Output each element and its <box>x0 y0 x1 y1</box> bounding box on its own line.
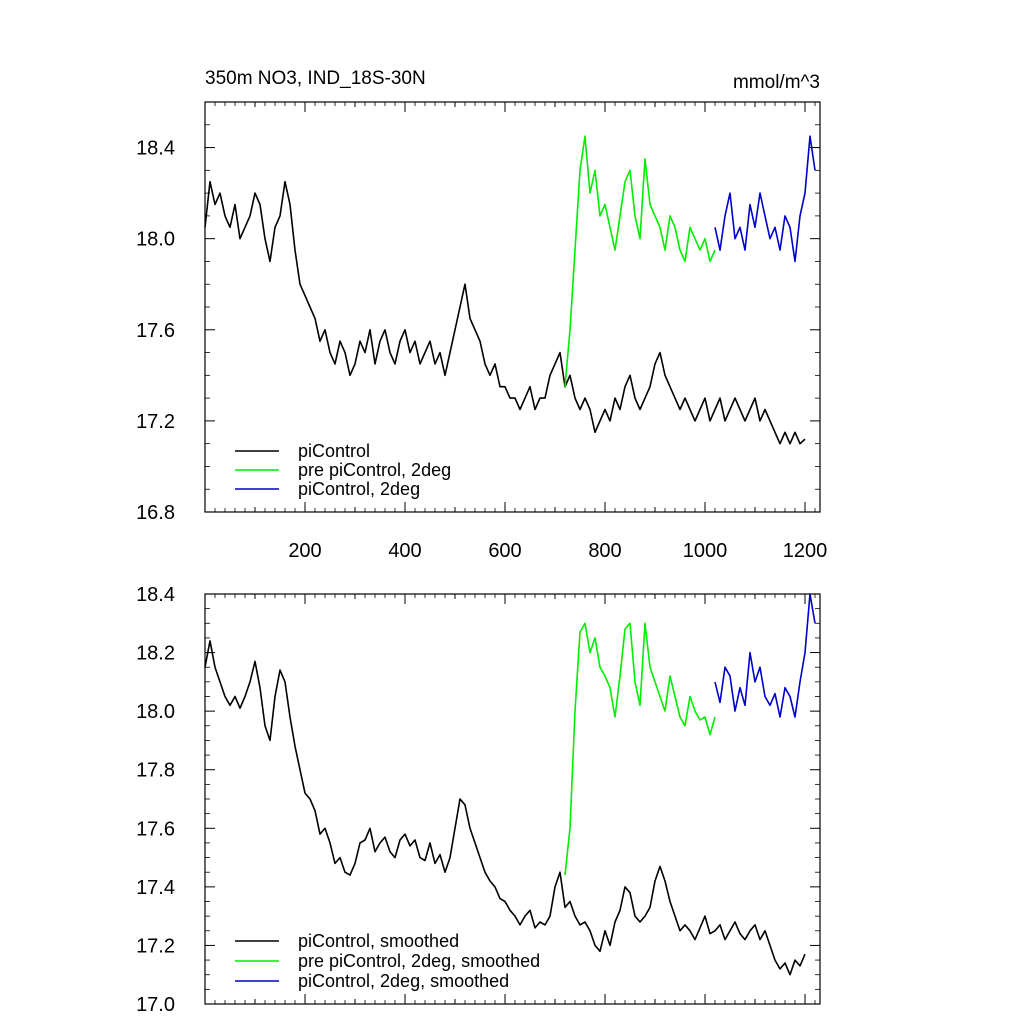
bottom-series-line-1 <box>564 622 716 876</box>
bottom-y-tick-label: 17.4 <box>136 877 175 899</box>
top-x-tick-label: 1000 <box>683 540 728 562</box>
bottom-y-tick-label: 17.6 <box>136 818 175 840</box>
units-label: mmol/m^3 <box>733 72 820 93</box>
top-series-line-2 <box>714 135 816 263</box>
bottom-axis-ticks: 17.0 17.2 17.4 17.6 17.8 18.0 18.2 18.4 <box>136 584 820 1016</box>
top-x-tick-label: 600 <box>488 540 521 562</box>
bottom-panel: 17.0 17.2 17.4 17.6 17.8 18.0 18.2 18.4 piContr… <box>136 584 821 1016</box>
top-series-lines <box>204 135 816 445</box>
bottom-y-tick-label: 18.2 <box>136 643 175 665</box>
top-x-tick-label: 200 <box>288 540 321 562</box>
top-y-tick-label: 18.4 <box>136 138 175 160</box>
bottom-y-tick-label: 18.0 <box>136 701 175 723</box>
top-legend-label: piControl, 2deg <box>298 479 420 499</box>
bottom-legend-label: piControl, smoothed <box>298 931 459 951</box>
top-series-line-0 <box>204 180 806 445</box>
bottom-y-tick-label: 17.0 <box>136 994 175 1016</box>
top-y-tick-label: 18.0 <box>136 229 175 251</box>
bottom-y-tick-label: 18.4 <box>136 584 175 606</box>
bottom-y-tick-label: 17.8 <box>136 760 175 782</box>
bottom-y-tick-label: 17.2 <box>136 935 175 957</box>
top-x-tick-label: 400 <box>388 540 421 562</box>
top-y-tick-label: 17.2 <box>136 411 175 433</box>
top-legend-label: piControl <box>298 441 370 461</box>
top-axis-ticks: 200 400 600 800 1000 1200 16.8 17.2 17.6 18.0 18.4 <box>136 101 828 562</box>
bottom-legend-label: pre piControl, 2deg, smoothed <box>298 951 540 971</box>
top-y-tick-label: 16.8 <box>136 502 175 524</box>
bottom-series-line-0 <box>204 640 806 976</box>
top-series-line-1 <box>564 135 716 387</box>
chart-title: 350m NO3, IND_18S-30N <box>205 68 426 89</box>
top-y-tick-label: 17.6 <box>136 320 175 342</box>
bottom-series-lines <box>204 593 816 976</box>
bottom-legend-label: piControl, 2deg, smoothed <box>298 971 509 991</box>
top-legend-label: pre piControl, 2deg <box>298 460 451 480</box>
top-panel: 200 400 600 800 1000 1200 16.8 17.2 17.6 18.0 18.4… <box>136 101 828 562</box>
top-x-tick-label: 800 <box>588 540 621 562</box>
top-x-tick-label: 1200 <box>783 540 828 562</box>
bottom-series-line-2 <box>714 593 816 718</box>
